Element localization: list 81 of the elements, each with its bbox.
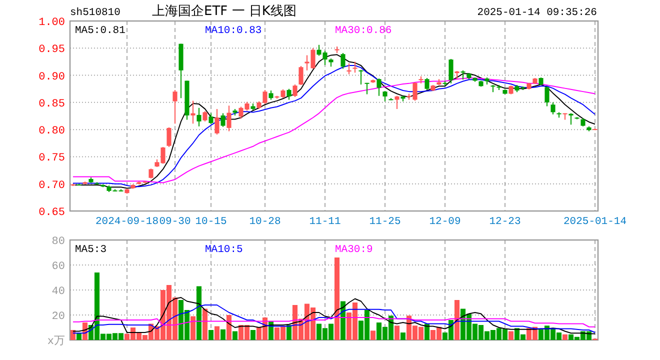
bar [250, 330, 256, 340]
bar [208, 330, 214, 340]
candlestick [358, 69, 364, 86]
candlestick [208, 112, 214, 125]
y-tick-label: 40 [52, 286, 65, 298]
candlestick [214, 108, 220, 135]
y-tick-label: 0.80 [38, 126, 65, 138]
candlestick [364, 82, 370, 95]
x-tick-label: 11-25 [369, 216, 401, 228]
text: 2025-01-14 09:35:26 [477, 7, 597, 19]
bar [196, 286, 202, 340]
candlestick [286, 88, 292, 100]
y-tick-label: 20 [52, 311, 65, 323]
text: MA30:9 [335, 244, 373, 256]
candlestick [448, 58, 454, 84]
candlestick [226, 105, 232, 132]
candlestick [148, 168, 154, 179]
bar [400, 332, 406, 340]
x-tick-label: 11-11 [309, 216, 341, 228]
candlestick [166, 126, 172, 148]
bar [334, 258, 340, 340]
bar [190, 316, 196, 340]
candlestick [460, 70, 466, 80]
bar [370, 330, 376, 340]
y-tick-label: 0.85 [38, 98, 65, 110]
candlestick [298, 66, 304, 86]
candlestick [376, 78, 382, 96]
bar [508, 331, 514, 340]
y-tick-label: x万 [47, 335, 65, 348]
candlestick [382, 90, 388, 102]
bar [220, 329, 226, 340]
x-tick-label: 12-23 [489, 216, 521, 228]
candlestick [544, 86, 550, 107]
bar [340, 301, 346, 340]
candlestick [172, 89, 178, 124]
candlestick [202, 110, 208, 122]
y-tick-label: 0.70 [38, 180, 65, 192]
bar [226, 315, 232, 340]
line-series [72, 297, 596, 334]
candlestick [268, 90, 274, 100]
text: MA10:5 [205, 244, 243, 256]
x-tick-label: 2024-09-18 [95, 216, 159, 228]
candlestick [550, 102, 556, 115]
bar [286, 325, 292, 340]
candlestick [340, 52, 346, 70]
y-tick-label: 0.75 [38, 152, 65, 165]
candlestick [292, 84, 298, 98]
y-tick-label: 1.00 [38, 17, 65, 29]
bar [232, 331, 238, 340]
text: MA30:0.86 [335, 25, 392, 37]
y-tick-label: 0.65 [38, 207, 65, 219]
y-tick-label: 60 [52, 261, 65, 273]
bar [562, 334, 568, 340]
bar [214, 326, 220, 340]
chart-subtitle: sh510810 [70, 7, 120, 19]
candlestick [394, 95, 400, 110]
candlestick [346, 62, 352, 75]
bar [394, 326, 400, 340]
x-tick-label: 12-09 [429, 216, 461, 228]
candlestick [220, 112, 226, 128]
y-tick-label: 80 [52, 236, 65, 248]
bar [76, 333, 82, 340]
text: MA10:0.83 [205, 25, 262, 37]
x-tick-label: 10-28 [249, 216, 281, 228]
line-series [72, 304, 596, 334]
bar [202, 308, 208, 340]
bar [454, 300, 460, 340]
chart-title: 上海国企ETF 一 日K线图 [152, 4, 296, 19]
candlestick [190, 100, 196, 124]
x-tick-label: 2025-01-14 [563, 216, 627, 228]
y-tick-label: 0.95 [38, 44, 65, 56]
text: MA5:3 [75, 244, 107, 256]
candlestick [352, 61, 358, 74]
line-series [72, 317, 596, 328]
candlestick [568, 112, 574, 126]
text: MA5:0.81 [75, 25, 126, 37]
x-tick-label: 09-30 [159, 216, 191, 228]
candlestick [196, 107, 202, 127]
x-tick-label: 10-15 [195, 216, 227, 228]
y-tick-label: 0.90 [38, 71, 65, 84]
candlestick [424, 78, 430, 90]
